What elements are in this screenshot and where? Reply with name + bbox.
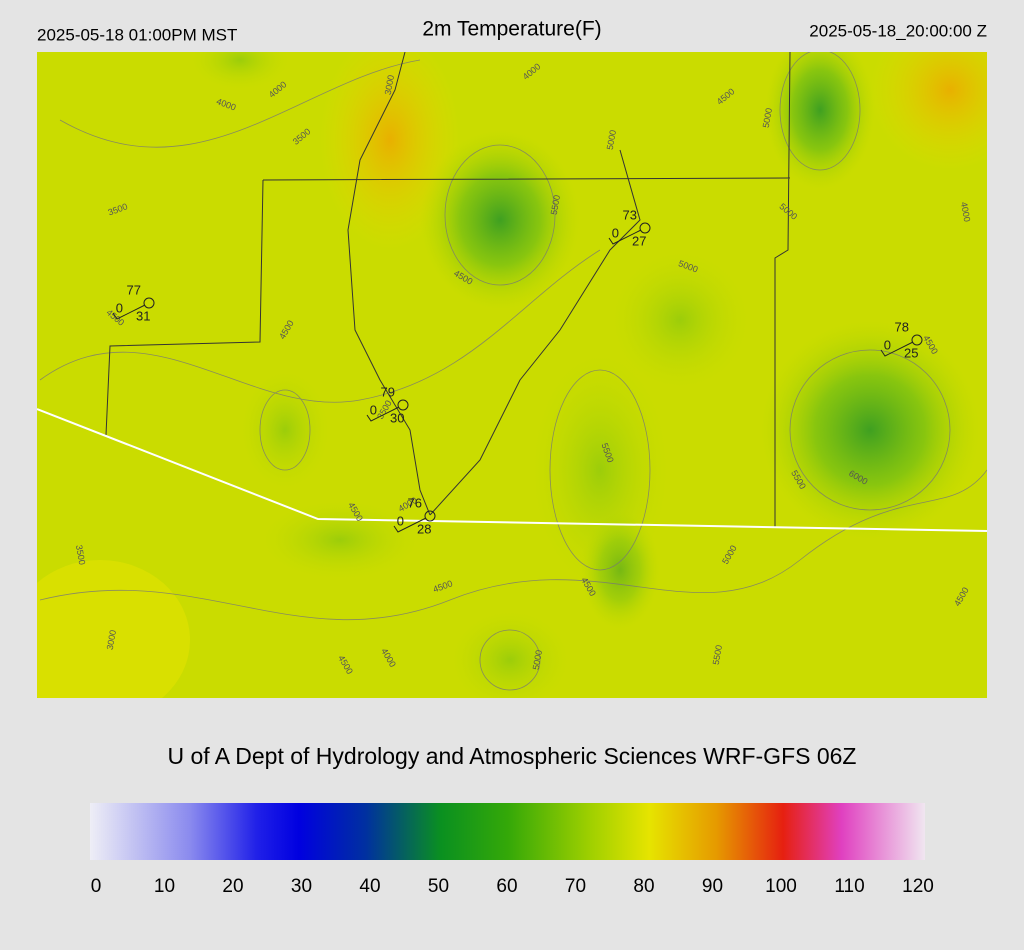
wind-speed: 0	[884, 337, 891, 352]
dewpoint: 27	[632, 233, 646, 248]
station-marker	[397, 399, 409, 411]
colorbar-tick-label: 100	[765, 876, 797, 897]
station-plot: 77 0 31	[112, 282, 155, 323]
temperature: 73	[623, 207, 637, 222]
dewpoint: 31	[136, 308, 150, 323]
contour-label: 5000	[605, 129, 618, 150]
station-marker	[424, 510, 436, 522]
local-time: 2025-05-18 01:00PM MST	[37, 25, 237, 44]
contour-label: 3000	[105, 629, 118, 650]
temperature: 77	[127, 282, 141, 297]
colorbar-tick-label: 30	[291, 876, 312, 897]
wind-barb	[366, 406, 400, 422]
station-plot: 76 0 28	[393, 495, 436, 536]
colorbar-tick-label: 0	[91, 876, 102, 897]
wind-speed: 0	[116, 300, 123, 315]
colorbar-tick-label: 70	[565, 876, 586, 897]
utc-time: 2025-05-18_20:00:00 Z	[809, 21, 987, 40]
wind-speed: 0	[397, 513, 404, 528]
station-marker	[911, 334, 923, 346]
credit: U of A Dept of Hydrology and Atmospheric…	[167, 743, 856, 769]
station-plot: 78 0 25	[880, 319, 923, 360]
dewpoint: 25	[904, 345, 918, 360]
contour-label: 4000	[959, 201, 972, 222]
colorbar-tick-label: 60	[496, 876, 517, 897]
wind-speed: 0	[612, 225, 619, 240]
wind-barb	[393, 517, 427, 533]
contour-label: 5000	[531, 649, 544, 670]
colorbar-tick-label: 90	[702, 876, 723, 897]
colorbar-tick-label: 120	[902, 876, 934, 897]
colorbar-tick-label: 40	[359, 876, 380, 897]
wind-barb	[608, 229, 642, 245]
colorbar-tick-label: 20	[222, 876, 243, 897]
temperature: 76	[408, 495, 422, 510]
contour-label: 5000	[761, 107, 774, 128]
colorbar-tick-label: 110	[834, 876, 864, 897]
temperature: 79	[381, 384, 395, 399]
station-plot: 73 0 27	[608, 207, 651, 248]
temperature: 78	[895, 319, 909, 334]
colorbar-tick-label: 10	[154, 876, 175, 897]
station-marker	[639, 222, 651, 234]
station-plot: 79 0 30	[366, 384, 409, 425]
title: 2m Temperature(F)	[422, 18, 601, 41]
colorbar-tick-label: 80	[633, 876, 654, 897]
wind-barb	[880, 341, 914, 357]
station-marker	[143, 297, 155, 309]
contour-label: 5500	[711, 644, 724, 665]
colorbar-tick-label: 50	[428, 876, 449, 897]
contour-label: 3000	[383, 74, 396, 95]
contour-label: 3500	[74, 544, 87, 565]
wind-barb	[112, 304, 146, 320]
colorbar	[90, 803, 925, 860]
dewpoint: 28	[417, 521, 431, 536]
wind-speed: 0	[370, 402, 377, 417]
contour-label: 5500	[549, 194, 562, 215]
dewpoint: 30	[390, 410, 404, 425]
